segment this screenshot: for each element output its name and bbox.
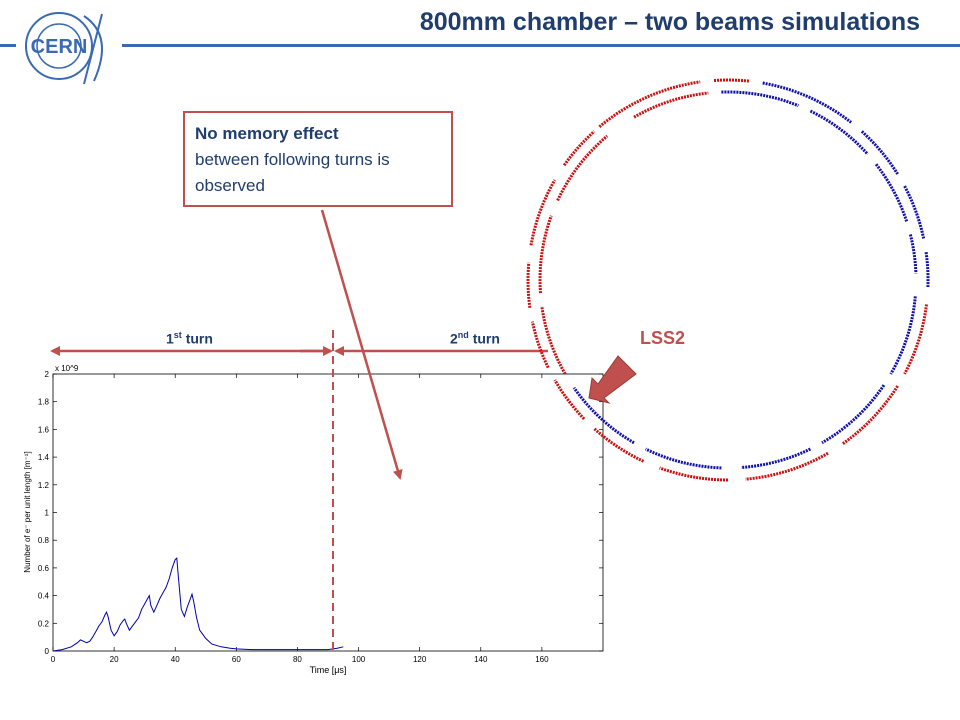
y-multiplier: x 10^9 xyxy=(55,364,79,373)
outer-beam-segment xyxy=(659,466,729,482)
cern-logo-line xyxy=(83,13,103,85)
y-tick-label: 0.6 xyxy=(38,564,50,573)
y-tick-label: 0.8 xyxy=(38,536,50,545)
outer-beam-segment xyxy=(745,451,829,481)
outer-beam-segment xyxy=(903,304,928,375)
inner-beam-segment xyxy=(874,163,909,223)
x-tick-label: 120 xyxy=(413,655,427,664)
x-axis-label: Time [μs] xyxy=(310,665,347,675)
inner-beam-segment xyxy=(540,305,567,375)
y-tick-label: 2 xyxy=(45,370,50,379)
x-tick-label: 20 xyxy=(110,655,119,664)
cern-logo-text: CERN xyxy=(31,36,88,58)
inner-beam-segment xyxy=(556,134,609,202)
electron-density-chart: 0 0.2 0.4 0.6 0.8 1 1.2 1.4 1.6 1.8 2 0 20 40 60 80 100… xyxy=(23,364,604,675)
outer-beam-segment xyxy=(924,251,930,288)
second-turn-suffix: nd xyxy=(457,330,469,340)
x-tick-label: 140 xyxy=(474,655,488,664)
callout-box: No memory effect between following turns… xyxy=(183,111,453,207)
x-tick-label: 60 xyxy=(232,655,241,664)
x-tick-label: 80 xyxy=(293,655,302,664)
outer-beam-segment xyxy=(593,427,645,463)
y-tick-label: 1.4 xyxy=(38,453,50,462)
y-tick-label: 1.6 xyxy=(38,425,50,434)
y-tick-label: 1.8 xyxy=(38,398,50,407)
page-title: 800mm chamber – two beams simulations xyxy=(419,8,920,36)
second-turn-number: 2 xyxy=(450,330,458,347)
lss2-block-arrow xyxy=(588,355,637,404)
series-line xyxy=(52,557,344,652)
inner-beam-segment xyxy=(538,215,553,294)
inner-beam-segment xyxy=(809,109,869,156)
outer-beam-segment xyxy=(841,385,899,446)
outer-beam-segment xyxy=(529,179,557,246)
cern-logo: CERN xyxy=(25,12,103,85)
outer-beam-segment xyxy=(526,262,532,309)
y-tick-label: 1 xyxy=(45,509,50,518)
callout-pointer-arrow xyxy=(320,209,403,480)
first-turn-word: turn xyxy=(185,330,213,347)
outer-beam-segment xyxy=(530,321,550,369)
title-rule-right xyxy=(122,44,960,47)
outer-beam-segment xyxy=(598,80,701,128)
inner-beam-segment xyxy=(633,91,709,119)
x-tick-label: 160 xyxy=(535,655,549,664)
first-turn-suffix: st xyxy=(173,330,182,340)
x-tick-label: 0 xyxy=(51,655,56,664)
y-tick-label: 0 xyxy=(45,647,50,656)
inner-beam-segment xyxy=(821,384,886,445)
outer-beam-segment xyxy=(713,78,750,83)
first-turn-label: 1st turn xyxy=(166,330,213,347)
beam-ring-diagram xyxy=(526,78,930,482)
inner-beam-segment xyxy=(889,296,917,375)
callout-bold-text: No memory effect xyxy=(195,124,339,143)
cern-logo-inner-ring xyxy=(36,23,82,69)
inner-beam-segment xyxy=(740,447,812,469)
title-rule-left xyxy=(0,44,16,47)
outer-beam-segment xyxy=(860,130,899,175)
inner-beam-segment xyxy=(644,447,722,470)
y-tick-label: 0.4 xyxy=(38,592,50,601)
outer-beam-segment xyxy=(553,379,586,420)
inner-beam-segment xyxy=(721,90,799,108)
outer-beam-segment xyxy=(903,185,926,239)
y-axis-label: Number of e⁻ per unit length [m⁻¹] xyxy=(23,451,32,572)
outer-beam-segment xyxy=(562,130,596,167)
x-tick-label: 100 xyxy=(352,655,366,664)
x-tick-label: 40 xyxy=(171,655,180,664)
cern-logo-ring xyxy=(25,12,93,80)
inner-beam-segment xyxy=(908,234,918,274)
outer-beam-segment xyxy=(762,81,853,124)
inner-beam-segment xyxy=(572,386,635,445)
y-tick-label: 1.2 xyxy=(38,481,50,490)
lss2-label: LSS2 xyxy=(640,328,686,348)
second-turn-label: 2nd turn xyxy=(450,330,500,347)
callout-text: between following turns is observed xyxy=(195,150,390,195)
cern-logo-arc xyxy=(83,15,103,82)
first-turn-number: 1 xyxy=(166,330,174,347)
y-tick-label: 0.2 xyxy=(38,619,50,628)
second-turn-word: turn xyxy=(472,330,500,347)
